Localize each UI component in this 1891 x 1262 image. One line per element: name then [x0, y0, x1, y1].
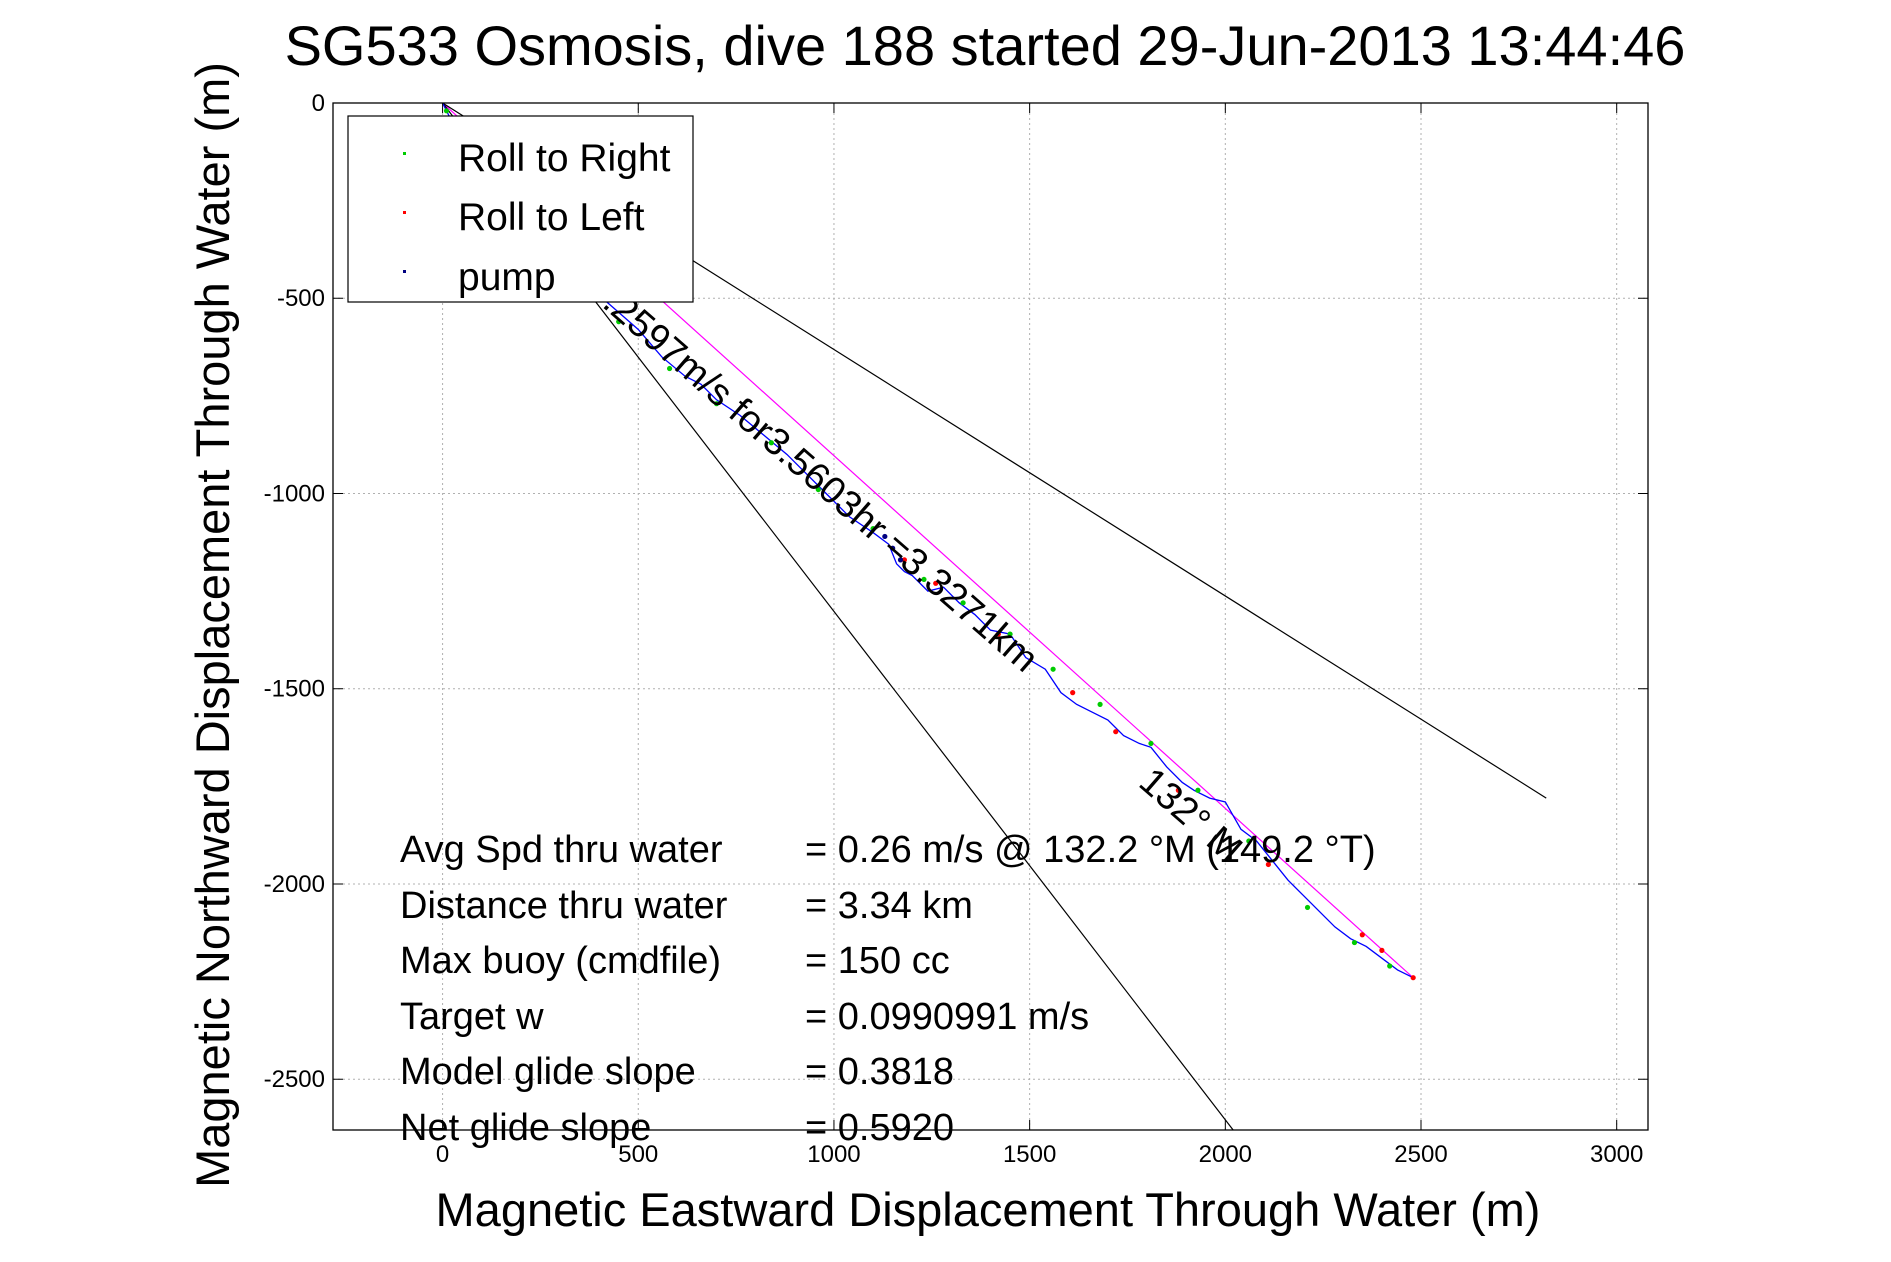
data-point-pump: [882, 533, 888, 540]
legend-label-roll-left: Roll to Left: [458, 196, 645, 239]
x-tick-label: 2000: [1199, 1141, 1252, 1168]
data-point-roll-left: [1265, 861, 1271, 868]
data-point-roll-right: [713, 401, 720, 407]
data-point-roll-right: [870, 526, 876, 532]
stat-value: = 150 cc: [805, 940, 950, 982]
legend-marker-roll-right: [403, 152, 406, 155]
data-point-roll-right: [960, 600, 966, 606]
stat-label: Distance thru water: [400, 885, 728, 927]
dive-stats: Avg Spd thru water = 0.26 m/s @ 132.2 °M…: [400, 829, 1376, 1149]
stat-value: = 0.5920: [805, 1107, 954, 1149]
data-point-roll-left: [1359, 932, 1365, 938]
x-axis-ticks: 0 500 1000 1500 2000 2500 3000: [436, 103, 1643, 1168]
y-tick-label: -2500: [264, 1066, 325, 1093]
data-point-roll-left: [1070, 690, 1076, 696]
data-point-roll-left: [1379, 947, 1385, 953]
data-point-pump: [897, 557, 904, 563]
x-tick-label: 0: [436, 1141, 449, 1168]
x-tick-label: 500: [618, 1141, 658, 1168]
x-tick-label: 2500: [1394, 1141, 1447, 1168]
data-point-roll-right: [616, 319, 622, 325]
legend-label-pump: pump: [458, 256, 556, 299]
data-point-roll-right: [1050, 666, 1056, 672]
y-axis-ticks: 0 -500 -1000 -1500 -2000 -2500: [264, 90, 1648, 1093]
x-tick-label: 1000: [807, 1141, 860, 1168]
stat-label: Net glide slope: [400, 1107, 651, 1149]
stat-value: = 0.3818: [805, 1051, 954, 1093]
data-point-roll-left: [1113, 729, 1119, 735]
y-axis-label: Magnetic Northward Displacement Through …: [186, 62, 239, 1188]
chart-title: SG533 Osmosis, dive 188 started 29-Jun-2…: [285, 14, 1686, 77]
stat-label: Max buoy (cmdfile): [400, 940, 721, 982]
data-point-pump: [890, 545, 896, 551]
stat-value: = 0.26 m/s @ 132.2 °M (149.2 °T): [805, 829, 1376, 871]
stat-label: Avg Spd thru water: [400, 829, 723, 871]
stat-value: = 3.34 km: [805, 885, 973, 927]
data-point-roll-left: [933, 580, 939, 586]
y-tick-label: -1500: [264, 676, 325, 703]
data-point-roll-left: [1410, 975, 1416, 981]
data-point-roll-right: [443, 108, 450, 114]
data-series: [442, 103, 1416, 981]
plot-frame: [332, 102, 1649, 1131]
data-point-roll-left: [901, 557, 907, 563]
legend-marker-pump: [403, 270, 406, 273]
y-tick-label: 0: [312, 90, 325, 117]
data-point-roll-right: [1304, 904, 1311, 911]
data-point-roll-right: [1097, 701, 1103, 707]
data-point-roll-right: [1195, 787, 1201, 793]
data-point-roll-right: [768, 440, 774, 446]
legend: Roll to Right Roll to Left pump: [347, 115, 694, 303]
data-point-roll-right: [921, 576, 927, 583]
data-point-roll-right: [1387, 963, 1393, 969]
y-tick-label: -2000: [264, 871, 325, 898]
x-axis-label: Magnetic Eastward Displacement Through W…: [436, 1183, 1541, 1236]
data-point-roll-left: [1175, 787, 1181, 793]
stat-label: Model glide slope: [400, 1051, 696, 1093]
series-line-track: [442, 103, 1414, 979]
legend-label-roll-right: Roll to Right: [458, 137, 671, 180]
data-point-roll-right: [666, 365, 673, 372]
data-point-roll-right: [1351, 939, 1358, 946]
data-point-roll-right: [1246, 838, 1252, 844]
x-tick-label: 1500: [1003, 1141, 1056, 1168]
data-point-roll-right: [1007, 631, 1013, 637]
x-tick-label: 3000: [1590, 1141, 1643, 1168]
data-point-roll-right: [1148, 740, 1154, 747]
stat-label: Target w: [400, 996, 544, 1038]
data-point-roll-right: [815, 486, 821, 493]
data-point-roll-left: [995, 631, 1001, 637]
y-tick-label: -1000: [264, 480, 325, 507]
legend-marker-roll-left: [403, 211, 406, 214]
stat-value: = 0.0990991 m/s: [805, 996, 1089, 1038]
y-tick-label: -500: [277, 285, 325, 312]
